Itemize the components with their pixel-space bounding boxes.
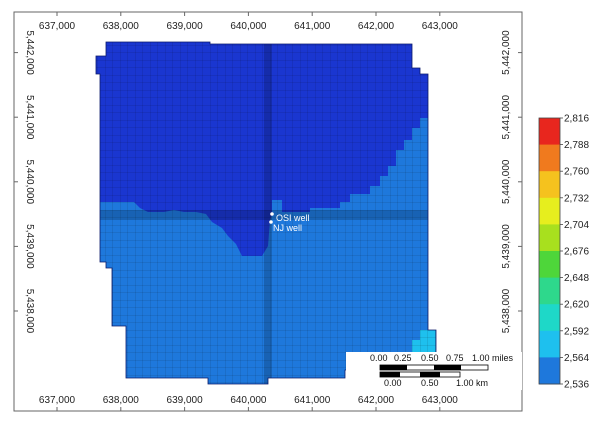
- x-tick-label: 642,000: [358, 21, 395, 32]
- grid-refinement-horizontal: [96, 210, 436, 220]
- legend-label: 2,788: [564, 140, 589, 151]
- x-tick-label: 638,000: [103, 21, 140, 32]
- x-tick-label: 642,000: [358, 395, 395, 406]
- legend-swatch: [539, 197, 560, 225]
- legend-swatch: [539, 357, 560, 385]
- y-tick-label: 5,439,000: [501, 224, 512, 269]
- y-tick-label: 5,438,000: [24, 289, 35, 334]
- legend-label: 2,732: [564, 193, 589, 204]
- scale-miles-label: 0.50: [421, 353, 439, 363]
- y-axis-right: 5,442,000 5,441,000 5,440,000 5,439,000 5,43…: [501, 30, 522, 333]
- x-tick-label: 640,000: [230, 395, 267, 406]
- y-tick-label: 5,442,000: [501, 30, 512, 75]
- nj-well-label: NJ well: [273, 223, 302, 233]
- plot-frame: [13, 11, 523, 412]
- nj-well-marker: [269, 220, 273, 224]
- x-tick-label: 643,000: [422, 21, 459, 32]
- legend-label: 2,676: [564, 247, 589, 258]
- legend-swatch: [539, 251, 560, 279]
- scale-km-label: 0.00: [384, 378, 402, 388]
- scale-miles-label: 0.25: [394, 353, 412, 363]
- x-tick-label: 639,000: [167, 395, 204, 406]
- domain-outline: [95, 41, 437, 385]
- model-grid: [96, 42, 436, 384]
- y-tick-label: 5,440,000: [501, 159, 512, 204]
- legend-swatch: [539, 224, 560, 252]
- scale-km-label: 1.00 km: [456, 378, 488, 388]
- color-legend: 2,816 2,788 2,760 2,732 2,704 2,676 2,648 2,620…: [538, 114, 589, 391]
- legend-swatch: [539, 171, 560, 199]
- x-axis-bottom: 637,000 638,000 639,000 640,000 641,000 642,0…: [39, 395, 458, 411]
- x-tick-label: 639,000: [167, 21, 204, 32]
- scale-km-segment: [420, 372, 440, 377]
- y-tick-label: 5,441,000: [24, 95, 35, 140]
- scale-bar-background: [346, 352, 522, 390]
- x-tick-label: 637,000: [39, 395, 76, 406]
- well-markers: OSI well NJ well: [269, 212, 310, 233]
- legend-label: 2,648: [564, 273, 589, 284]
- model-domain: [96, 42, 436, 384]
- x-tick-label: 637,000: [39, 21, 76, 32]
- y-tick-label: 5,439,000: [24, 224, 35, 269]
- legend-label: 2,760: [564, 167, 589, 178]
- grid-refinement-vertical: [264, 42, 272, 384]
- legend-label: 2,564: [564, 353, 589, 364]
- legend-swatch: [539, 144, 560, 172]
- x-tick-label: 643,000: [422, 395, 459, 406]
- legend-label: 2,816: [564, 114, 589, 125]
- legend-swatch: [539, 118, 560, 146]
- scale-miles-segment: [434, 365, 461, 370]
- scale-bar: 0.00 0.25 0.50 0.75 1.00 miles 0.00 0.50…: [346, 352, 522, 390]
- scale-km-segment: [380, 372, 400, 377]
- legend-label: 2,536: [564, 380, 589, 391]
- x-tick-label: 641,000: [294, 395, 331, 406]
- legend-label: 2,620: [564, 300, 589, 311]
- scale-miles-label: 0.75: [446, 353, 464, 363]
- x-tick-label: 638,000: [103, 395, 140, 406]
- scale-km-label: 0.50: [421, 378, 439, 388]
- y-tick-label: 5,441,000: [501, 95, 512, 140]
- y-tick-label: 5,438,000: [501, 288, 512, 333]
- y-tick-label: 5,440,000: [24, 160, 35, 205]
- osi-well-marker: [270, 212, 274, 216]
- legend-swatch: [539, 277, 560, 305]
- scale-miles-label: 1.00 miles: [472, 353, 514, 363]
- x-tick-label: 640,000: [230, 21, 267, 32]
- x-tick-label: 641,000: [294, 21, 331, 32]
- scale-miles-label: 0.00: [370, 353, 388, 363]
- y-axis-left: 5,442,000 5,441,000 5,440,000 5,439,000 5,43…: [14, 30, 35, 334]
- y-tick-label: 5,442,000: [24, 30, 35, 75]
- scale-miles-segment: [380, 365, 407, 370]
- legend-swatch: [539, 304, 560, 332]
- legend-label: 2,592: [564, 326, 589, 337]
- legend-label: 2,704: [564, 220, 589, 231]
- legend-swatch: [539, 330, 560, 358]
- x-axis-top: 637,000 638,000 639,000 640,000 641,000 642,0…: [39, 12, 458, 32]
- osi-well-label: OSI well: [276, 213, 310, 223]
